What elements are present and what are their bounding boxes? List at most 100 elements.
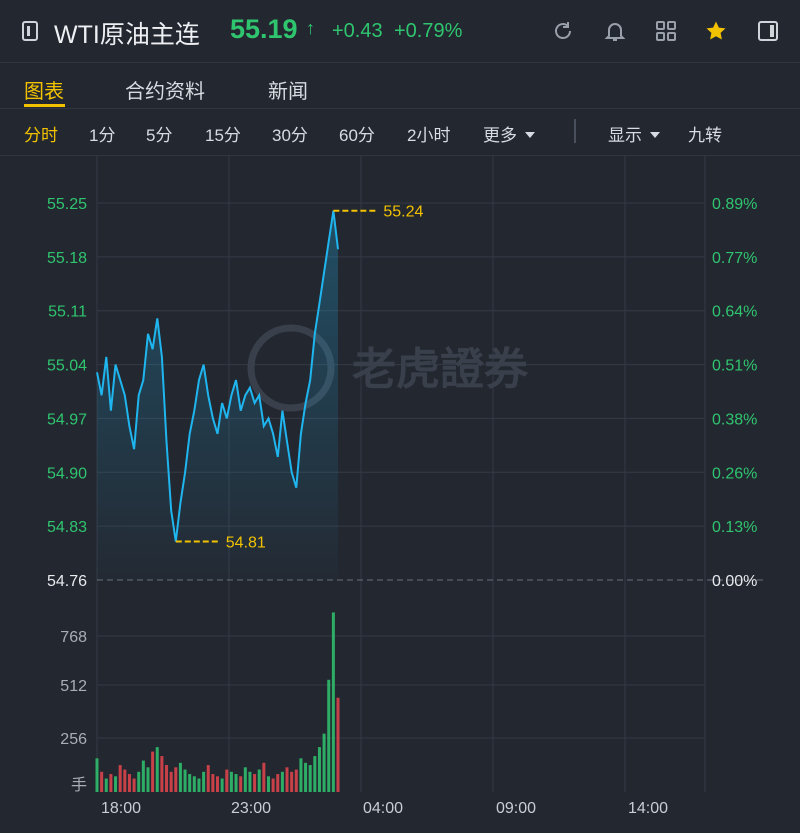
volume-bar (183, 769, 187, 792)
tab-chart[interactable]: 图表 (24, 81, 64, 103)
price-tick-label: 54.76 (47, 573, 87, 590)
volume-bar (239, 776, 243, 792)
period-15m[interactable]: 15分 (205, 126, 241, 145)
volume-bar (146, 767, 150, 792)
volume-bar (216, 776, 219, 792)
percent-tick-label: 0.13% (712, 519, 757, 536)
chevron-down-icon (650, 132, 660, 138)
more-label: 更多 (483, 126, 517, 145)
period-bar: 分时 1分 5分 15分 30分 60分 2小时 更多 显示 九转 (0, 108, 800, 156)
volume-bar (234, 774, 238, 792)
volume-bar (322, 733, 326, 792)
volume-bar (308, 765, 312, 792)
bell-icon[interactable] (604, 20, 626, 42)
volume-bar (248, 771, 252, 792)
volume-bar (118, 765, 122, 792)
volume-bar (188, 774, 192, 792)
display-label: 显示 (608, 126, 642, 145)
more-dropdown[interactable]: 更多 (483, 121, 535, 146)
volume-bar (285, 767, 289, 792)
volume-bar (155, 747, 159, 792)
price-line (96, 210, 339, 542)
percent-tick-label: 0.51% (712, 358, 757, 375)
nine-turn-button[interactable]: 九转 (688, 126, 722, 145)
volume-bar (229, 771, 233, 792)
price-area-fill (97, 210, 338, 580)
volume-bar (211, 774, 215, 792)
volume-bar (262, 762, 266, 792)
volume-bar (114, 776, 118, 792)
price-tick-label: 54.97 (47, 411, 87, 428)
volume-bar (127, 774, 131, 792)
volume-bar (197, 778, 201, 792)
volume-bar (206, 765, 210, 792)
volume-bar (280, 771, 284, 792)
last-price: 55.19 (230, 14, 298, 44)
x-tick-label: 09:00 (496, 800, 536, 817)
period-60m[interactable]: 60分 (339, 126, 375, 145)
volume-bar (141, 760, 145, 792)
period-intraday[interactable]: 分时 (24, 126, 58, 145)
volume-bar (225, 769, 229, 792)
price-tick-label: 55.25 (47, 196, 87, 213)
volume-tick-label: 256 (60, 731, 87, 748)
refresh-icon[interactable] (552, 20, 574, 42)
period-5m[interactable]: 5分 (146, 126, 173, 145)
volume-bar (174, 767, 178, 792)
volume-bar (100, 771, 104, 792)
price-tick-label: 55.11 (48, 304, 87, 321)
volume-bar (257, 769, 261, 792)
chevron-down-icon (525, 132, 535, 138)
x-tick-label: 04:00 (363, 800, 403, 817)
volume-bar (266, 776, 270, 792)
period-1m[interactable]: 1分 (89, 126, 116, 145)
volume-bar (178, 762, 182, 792)
volume-bar (104, 778, 108, 792)
price-tick-label: 54.83 (47, 519, 87, 536)
up-arrow-icon: ↑ (306, 18, 315, 38)
volume-bar (109, 774, 113, 792)
tab-contract-info[interactable]: 合约资料 (125, 81, 205, 103)
volume-bar (123, 769, 127, 792)
volume-bar (220, 778, 224, 792)
percent-tick-label: 0.26% (712, 465, 757, 482)
volume-bar (304, 762, 308, 792)
volume-bar (95, 758, 99, 792)
volume-bar (294, 769, 298, 792)
high-marker-label: 55.24 (383, 204, 423, 221)
back-icon[interactable] (22, 21, 38, 41)
volume-bar (132, 778, 136, 792)
x-tick-label: 14:00 (628, 800, 668, 817)
volume-bar (192, 776, 196, 792)
star-icon[interactable] (705, 20, 727, 42)
x-tick-label: 18:00 (101, 800, 141, 817)
sidebar-icon[interactable] (757, 20, 779, 42)
period-2h[interactable]: 2小时 (407, 126, 451, 145)
grid-icon[interactable] (655, 20, 677, 42)
intraday-chart[interactable]: 55.25 0.89% 55.18 0.77% 55.11 0.64% 55.04 0.51%… (0, 155, 800, 833)
volume-bar (271, 778, 275, 792)
watermark-text: 老虎證券 (352, 344, 529, 395)
volume-bar (336, 697, 340, 792)
volume-bar (202, 771, 206, 792)
period-30m[interactable]: 30分 (272, 126, 308, 145)
volume-bar (165, 765, 169, 792)
percent-tick-label: 0.00% (712, 573, 757, 590)
volume-bar (160, 756, 164, 792)
volume-bar (317, 747, 321, 792)
volume-bar (137, 771, 141, 792)
volume-bar (243, 767, 247, 792)
price-tick-label: 54.90 (47, 465, 87, 482)
volume-bar (253, 774, 257, 792)
volume-bar (313, 756, 317, 792)
instrument-title: WTI原油主连 (54, 21, 200, 49)
volume-tick-label: 768 (60, 629, 87, 646)
toolbar-divider (574, 119, 576, 143)
percent-tick-label: 0.89% (712, 196, 757, 213)
display-dropdown[interactable]: 显示 (608, 121, 660, 146)
volume-bar (169, 771, 173, 792)
tab-bar: 图表 合约资料 新闻 (0, 62, 800, 107)
volume-tick-label: 512 (60, 678, 87, 695)
volume-bar (276, 774, 280, 792)
tab-news[interactable]: 新闻 (268, 81, 308, 103)
